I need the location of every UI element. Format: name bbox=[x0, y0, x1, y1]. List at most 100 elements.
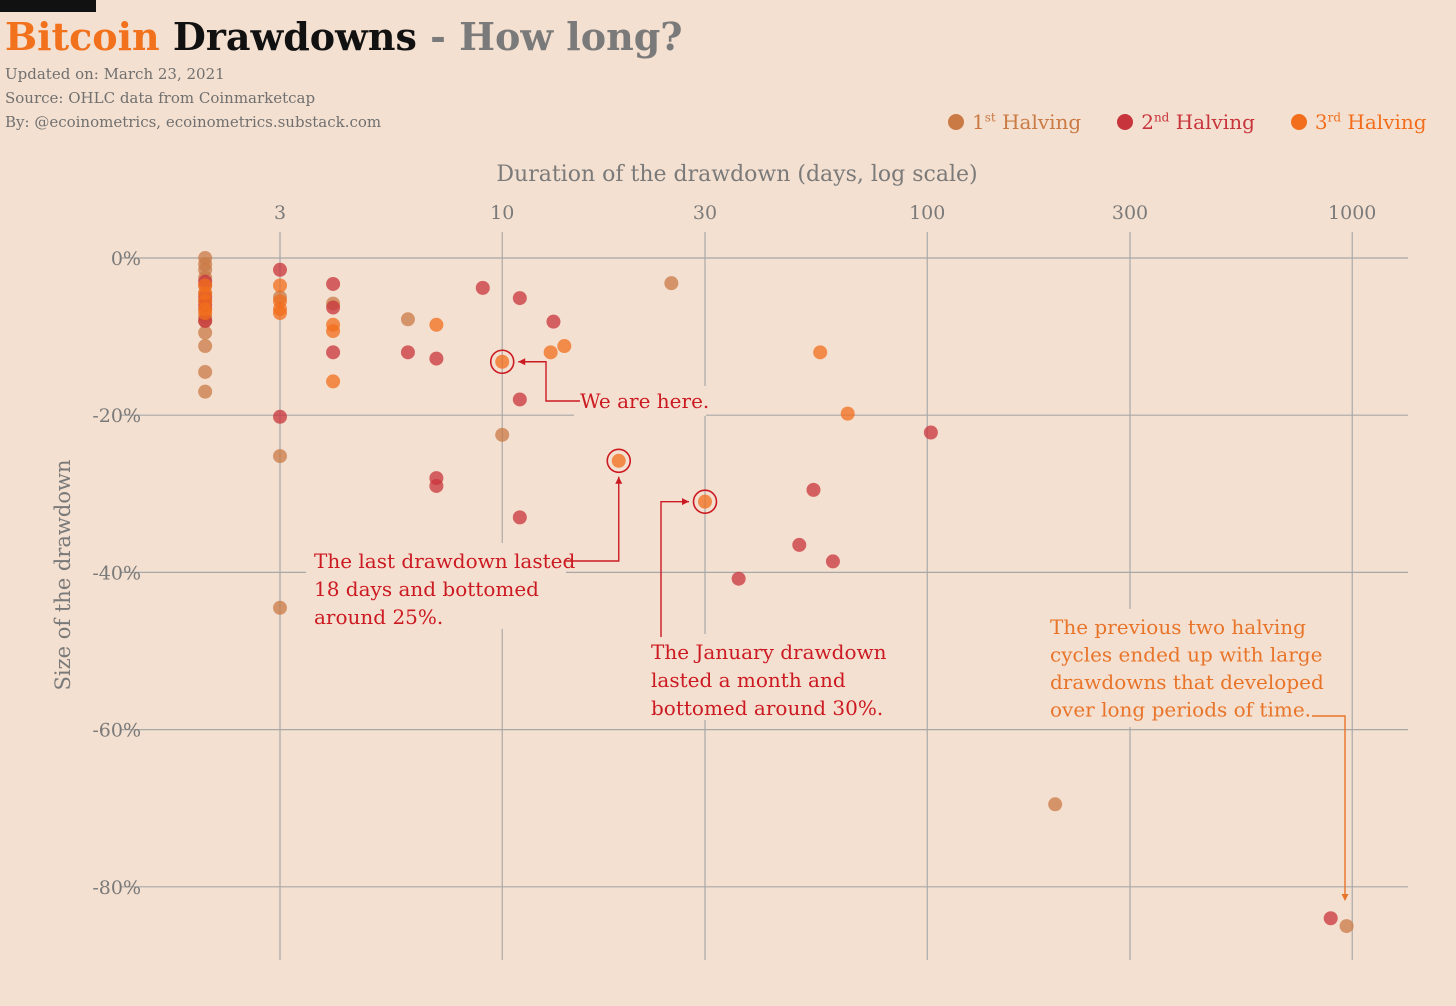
annotation-text: around 25%. bbox=[314, 605, 443, 629]
data-point bbox=[273, 600, 287, 615]
x-tick-label: 10 bbox=[490, 202, 514, 224]
legend-label-1st: 1st Halving bbox=[972, 110, 1082, 134]
data-point bbox=[495, 354, 510, 369]
data-point bbox=[475, 280, 490, 295]
highlight-ring bbox=[692, 489, 718, 514]
data-point bbox=[698, 494, 712, 509]
data-point bbox=[326, 345, 341, 360]
annotation-background bbox=[574, 386, 706, 416]
data-point bbox=[543, 345, 558, 360]
y-tick-label: -60% bbox=[92, 720, 141, 742]
x-tick-label: 300 bbox=[1112, 202, 1148, 224]
data-point bbox=[273, 409, 287, 424]
data-point bbox=[198, 384, 213, 399]
data-point bbox=[1048, 797, 1063, 812]
data-point bbox=[664, 276, 679, 291]
title-how-long: - How long? bbox=[430, 14, 683, 59]
data-point bbox=[792, 537, 807, 552]
annotation-line bbox=[1312, 715, 1346, 900]
annotation-text: bottomed around 30%. bbox=[651, 696, 883, 720]
y-tick-label: 0% bbox=[111, 248, 141, 270]
highlight-ring bbox=[606, 448, 632, 474]
data-point bbox=[326, 324, 341, 339]
data-point bbox=[806, 482, 821, 497]
data-point bbox=[273, 449, 287, 464]
top-black-bar bbox=[0, 0, 96, 12]
chart-title: Bitcoin Drawdowns - How long? bbox=[5, 14, 683, 59]
data-point bbox=[400, 312, 415, 327]
annotation-layer: We are here. The last drawdown lasted 18 d… bbox=[306, 358, 1349, 901]
updated-text: Updated on: March 23, 2021 bbox=[5, 65, 225, 83]
data-point bbox=[731, 571, 746, 586]
annotation-text: 18 days and bottomed bbox=[314, 577, 539, 601]
annotation-text: We are here. bbox=[580, 389, 709, 413]
legend-dot-2nd bbox=[1117, 114, 1134, 130]
highlight-layer bbox=[489, 349, 718, 514]
data-point bbox=[546, 314, 561, 329]
annotation-text: cycles ended up with large bbox=[1050, 643, 1322, 667]
source-text: Source: OHLC data from Coinmarketcap bbox=[5, 89, 316, 107]
data-point bbox=[512, 392, 527, 407]
data-point bbox=[611, 453, 626, 468]
data-point bbox=[400, 345, 415, 360]
data-point bbox=[813, 345, 828, 360]
data-point bbox=[273, 262, 287, 277]
points-layer bbox=[198, 251, 1354, 934]
y-tick-label: -40% bbox=[92, 562, 141, 584]
data-point bbox=[198, 339, 213, 354]
annotation-background bbox=[1044, 609, 1316, 727]
legend-label-3rd: 3rd Halving bbox=[1314, 110, 1427, 134]
annotation-line bbox=[660, 500, 689, 637]
data-point bbox=[326, 300, 341, 315]
annotation-text: The previous two halving bbox=[1050, 615, 1306, 639]
arrow-head bbox=[682, 498, 689, 506]
legend-dot-3rd bbox=[1290, 114, 1307, 130]
data-point bbox=[512, 291, 527, 306]
x-tick-label: 1000 bbox=[1328, 202, 1376, 224]
x-tick-label: 30 bbox=[693, 202, 717, 224]
data-point bbox=[326, 374, 341, 389]
y-tick-label: -20% bbox=[92, 405, 141, 427]
data-point bbox=[198, 325, 213, 340]
byline-text: By: @ecoinometrics, ecoinometrics.substa… bbox=[5, 113, 382, 131]
x-axis-label: Duration of the drawdown (days, log scal… bbox=[496, 162, 977, 187]
legend-item-2nd-halving: 2nd Halving bbox=[1117, 110, 1255, 134]
annotation-background bbox=[306, 543, 566, 629]
x-tick-label: 3 bbox=[274, 202, 286, 224]
data-point bbox=[326, 276, 341, 291]
data-point bbox=[825, 554, 840, 569]
data-point bbox=[429, 478, 444, 493]
data-point bbox=[495, 427, 510, 442]
annotation-text: The last drawdown lasted bbox=[314, 549, 575, 573]
y-axis-label: Size of the drawdown bbox=[51, 460, 75, 691]
data-point bbox=[273, 306, 287, 321]
data-point bbox=[840, 406, 855, 421]
arrow-head bbox=[1341, 894, 1349, 901]
legend-dot-1st bbox=[948, 114, 964, 130]
data-point bbox=[273, 278, 287, 293]
annotation-background bbox=[644, 634, 884, 720]
data-point bbox=[1339, 919, 1354, 934]
title-bitcoin: Bitcoin bbox=[5, 14, 160, 59]
arrow-head bbox=[615, 476, 623, 484]
data-point bbox=[557, 339, 572, 354]
arrow-head bbox=[518, 358, 526, 366]
highlight-ring bbox=[489, 349, 515, 375]
data-point bbox=[429, 317, 444, 332]
annotation-line bbox=[566, 476, 620, 562]
x-tick-label: 100 bbox=[909, 202, 945, 224]
data-point bbox=[198, 364, 213, 379]
annotation-text: over long periods of time. bbox=[1050, 698, 1311, 722]
data-point bbox=[429, 351, 444, 366]
grid-layer: 3 10 30 100 300 1000 0% -20% -40% -60% -80% bbox=[92, 202, 1408, 960]
legend-label-2nd: 2nd Halving bbox=[1141, 110, 1255, 134]
annotation-text: lasted a month and bbox=[651, 668, 846, 692]
legend-item-3rd-halving: 3rd Halving bbox=[1290, 110, 1427, 134]
annotation-text: The January drawdown bbox=[651, 640, 887, 664]
data-point bbox=[512, 510, 527, 525]
data-point bbox=[198, 306, 213, 321]
y-tick-label: -80% bbox=[92, 877, 141, 899]
annotation-text: drawdowns that developed bbox=[1050, 670, 1324, 694]
legend: 1st Halving 2nd Halving 3rd Halving bbox=[948, 110, 1427, 134]
